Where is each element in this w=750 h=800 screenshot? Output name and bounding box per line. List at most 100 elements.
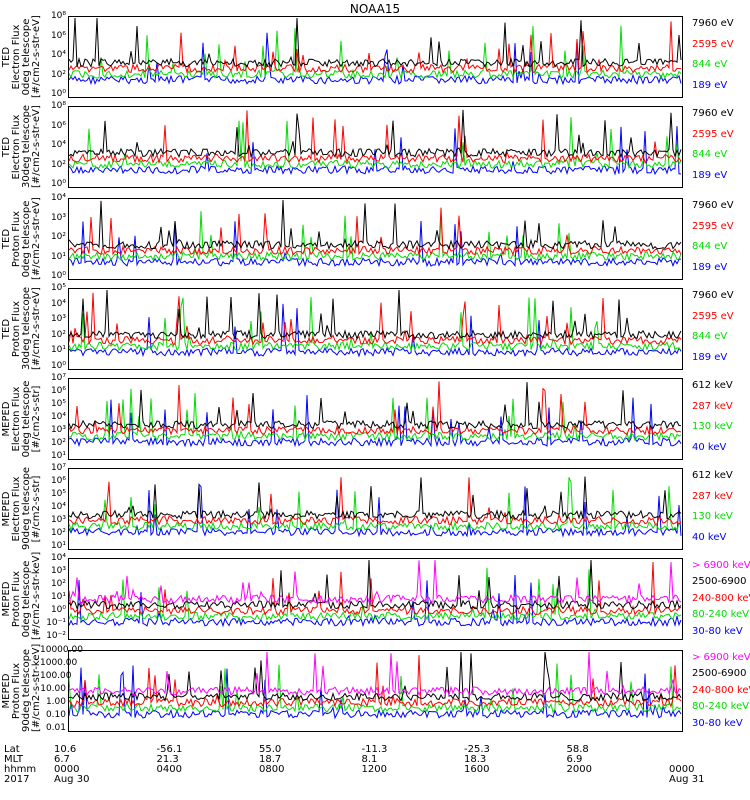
y-tick-label: 10⁷: [50, 373, 66, 383]
x-tick-lat: -25.3: [464, 744, 490, 755]
trace-30-80-kev: [68, 665, 682, 720]
y-tick-label: 10⁴: [50, 298, 66, 309]
trace-80-240-kev: [68, 567, 682, 622]
x-row-label: Lat: [4, 744, 20, 755]
plot-frame: [68, 106, 683, 188]
trace--6900-kev: [68, 559, 682, 605]
figure-title: NOAA15: [349, 2, 401, 16]
y-axis-label: MEPED Electron Flux 90deg telescope [#/cm2-…: [1, 467, 42, 550]
y-tick-label: 10⁴: [50, 50, 66, 60]
y-axis-label-line: [#/cm2-s-str-keV]: [31, 643, 42, 732]
x-tick-lat: -11.3: [361, 744, 388, 755]
y-tick-label: 10³: [50, 212, 66, 223]
y-tick-label: 10⁴: [50, 140, 66, 150]
x-tick-mlt: 6.9: [566, 754, 583, 765]
y-tick-label: 10¹: [50, 345, 66, 356]
y-tick-label: 10⁰: [50, 89, 66, 99]
y-axis-label-line: [#/cm2-s-str-eV]: [31, 15, 42, 98]
trace-240-800-kev: [68, 655, 682, 709]
y-tick-label: 10⁶: [50, 30, 66, 41]
trace-80-240-kev: [68, 663, 682, 714]
legend-entry: 40 keV: [692, 531, 727, 543]
y-tick-label: 10¹: [50, 251, 66, 262]
legend-entry: 240-800 keV: [692, 684, 750, 696]
y-axis-label: TED Electron Flux 30deg telescope [#/cm2-s-…: [1, 105, 42, 188]
y-tick-label: 10²: [50, 69, 66, 80]
y-tick-label: 10⁴: [50, 412, 66, 422]
x-row-label: MLT: [4, 754, 23, 765]
legend-entry: 2595 eV: [692, 220, 734, 232]
legend-entry: 189 eV: [692, 169, 728, 181]
legend-entry: 80-240 keV: [692, 701, 750, 713]
y-tick-label: 10¹: [50, 592, 66, 602]
trace-189-ev: [68, 303, 682, 358]
legend-entry: 189 eV: [692, 79, 728, 91]
y-tick-label: 10⁵: [50, 283, 66, 293]
y-tick-label: 10²: [50, 579, 66, 589]
legend-entry: 30-80 keV: [692, 625, 743, 637]
plot-ted-p-0: [68, 198, 683, 280]
legend-entry: > 6900 keV: [692, 652, 750, 663]
y-tick-label: 10²: [50, 528, 66, 538]
y-tick-label: 10.00: [40, 684, 66, 694]
legend-entry: 2595 eV: [692, 310, 734, 322]
legend-entry: 7960 eV: [692, 18, 734, 29]
y-tick-label: 0.01: [45, 723, 66, 733]
trace-7960-ev: [68, 109, 682, 159]
y-axis-label: TED Proton Flux 0deg telescope [#/cm2-s-str…: [1, 197, 42, 280]
y-tick-label: 10⁶: [50, 386, 66, 396]
trace-287-kev: [68, 381, 682, 436]
legend-entry: > 6900 keV: [692, 560, 750, 571]
plot-ted-p-30: [68, 288, 683, 370]
legend-entry: 130 keV: [692, 421, 733, 432]
x-tick-hhmm: 0000: [54, 764, 80, 775]
y-tick-label: 10⁰: [50, 361, 66, 371]
y-tick-label: 10⁰: [50, 271, 66, 281]
y-tick-label: 10⁷: [50, 463, 66, 473]
y-tick-label: 10⁰: [50, 605, 66, 615]
legend-entry: 240-800 keV: [692, 592, 750, 604]
trace-844-ev: [68, 25, 682, 80]
y-tick-label: 100.00: [40, 671, 72, 681]
y-tick-label: 10³: [50, 515, 66, 525]
trace-2500-6900: [68, 559, 682, 611]
trace-130-kev: [68, 477, 682, 532]
x-tick-date: Aug 30: [54, 774, 90, 785]
y-tick-label: 10⁸: [50, 101, 66, 111]
legend-entry: 844 eV: [692, 331, 728, 342]
legend-entry: 2595 eV: [692, 128, 734, 140]
y-axis-label: MEPED Electron Flux 0deg telescope [#/cm2-s…: [1, 378, 42, 460]
x-tick-lat: -56.1: [156, 744, 183, 755]
legend-entry: 189 eV: [692, 261, 728, 273]
y-axis-label-line: [#/cm2-s-str]: [31, 385, 42, 453]
legend-entry: 2500-6900: [692, 576, 747, 588]
legend-entry: 189 eV: [692, 351, 728, 363]
x-tick-hhmm: 1200: [361, 764, 387, 775]
trace-7960-ev: [68, 289, 682, 341]
y-tick-label: 10⁴: [50, 502, 66, 512]
trace-844-ev: [68, 210, 682, 262]
trace-30-80-kev: [68, 574, 682, 628]
trace-7960-ev: [68, 17, 682, 68]
y-tick-label: 10⁸: [50, 11, 66, 21]
y-axis-label: TED Proton Flux 30deg telescope [#/cm2-s-st…: [1, 287, 42, 370]
trace-240-800-kev: [68, 561, 682, 616]
plot-ted-e-0: [68, 16, 683, 98]
legend-entry: 612 keV: [692, 380, 733, 391]
x-tick-hhmm: 0800: [259, 764, 285, 775]
legend-entry: 7960 eV: [692, 290, 734, 301]
trace-40-kev: [68, 395, 682, 448]
plot-frame: [68, 16, 683, 98]
y-tick-label: 10³: [50, 425, 66, 435]
x-tick-mlt: 21.3: [156, 754, 179, 765]
x-row-label: 2017: [4, 774, 30, 785]
x-tick-hhmm: 2000: [566, 764, 592, 775]
trace--6900-kev: [68, 651, 682, 697]
x-tick-mlt: 18.3: [464, 754, 487, 765]
y-tick-label: 10³: [50, 566, 66, 576]
plot-meped-e-90: [68, 468, 683, 550]
trace-7960-ev: [68, 199, 682, 251]
trace-844-ev: [68, 297, 682, 352]
y-axis-label-line: [#/cm2-s-str-eV]: [31, 287, 42, 370]
